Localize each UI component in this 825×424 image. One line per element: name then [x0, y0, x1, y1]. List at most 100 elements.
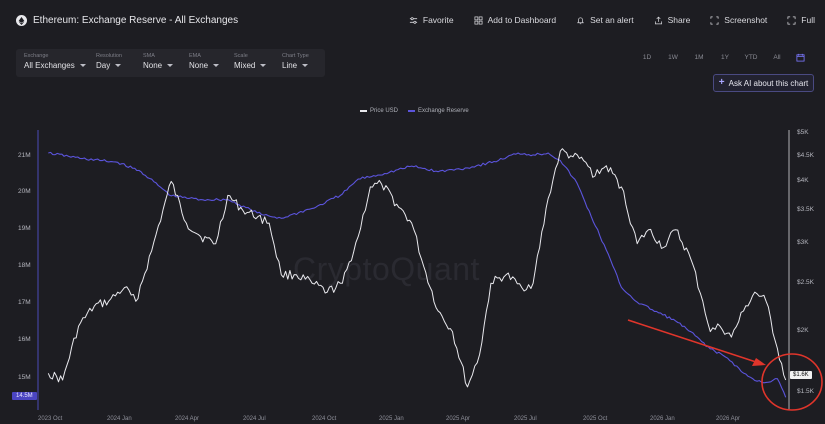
- dashboard-icon: [474, 16, 483, 24]
- fullscreen-icon: [787, 16, 796, 24]
- x-axis-tick: 2026 Jan: [650, 416, 675, 422]
- share-button[interactable]: Share: [654, 15, 691, 25]
- price-usd-line: [47, 148, 787, 388]
- x-axis-tick: 2025 Oct: [583, 416, 608, 422]
- right-axis-tick: $3K: [797, 239, 809, 246]
- x-axis-tick: 2024 Jul: [243, 416, 266, 422]
- header-actions: Favorite Add to Dashboard Set an alert S…: [409, 15, 815, 25]
- range-selector: 1D 1W 1M 1Y YTD All: [634, 47, 816, 67]
- screenshot-label: Screenshot: [724, 15, 768, 25]
- share-icon: [654, 16, 662, 24]
- range-1w[interactable]: 1W: [668, 53, 678, 61]
- left-axis-tick: 16M: [18, 336, 31, 343]
- title-group: Ethereum: Exchange Reserve - All Exchang…: [16, 15, 238, 26]
- ask-ai-label: Ask AI about this chart: [728, 78, 809, 88]
- legend-label-price: Price USD: [370, 108, 399, 114]
- ethereum-icon: [16, 15, 27, 26]
- left-axis-value-badge: 14.5M: [12, 392, 37, 400]
- annotation-circle: [761, 353, 823, 411]
- right-axis-tick: $3.5K: [797, 206, 814, 213]
- bell-icon: [577, 16, 584, 24]
- legend-swatch-reserve: [408, 110, 416, 112]
- set-alert-label: Set an alert: [590, 15, 634, 25]
- legend-swatch-price: [360, 110, 367, 112]
- legend-item-price[interactable]: Price USD: [360, 108, 398, 114]
- chart-type-label: Chart Type: [282, 53, 309, 59]
- calendar-icon: [795, 53, 805, 62]
- sma-label: SMA: [143, 53, 155, 59]
- right-axis-value-badge: $1.6K: [790, 371, 812, 379]
- scale-select[interactable]: Scale Mixed: [234, 53, 267, 70]
- add-to-dashboard-button[interactable]: Add to Dashboard: [474, 15, 557, 25]
- add-to-dashboard-label: Add to Dashboard: [487, 15, 557, 25]
- share-label: Share: [667, 15, 691, 25]
- page-title: Ethereum: Exchange Reserve - All Exchang…: [33, 15, 239, 26]
- set-alert-button[interactable]: Set an alert: [576, 15, 634, 25]
- sma-value: None: [143, 61, 163, 70]
- screenshot-icon: [710, 16, 719, 24]
- right-axis-tick: $5K: [797, 129, 809, 136]
- chart-legend: Price USD Exchange Reserve: [360, 108, 469, 114]
- annotation-arrow: [627, 319, 766, 366]
- exchange-value: All Exchanges: [24, 61, 75, 70]
- range-1y[interactable]: 1Y: [721, 53, 729, 61]
- x-axis-tick: 2025 Jan: [379, 416, 404, 422]
- range-ytd[interactable]: YTD: [744, 53, 758, 61]
- scale-value: Mixed: [234, 61, 256, 70]
- scale-label: Scale: [234, 53, 248, 59]
- sliders-icon: [409, 16, 417, 24]
- x-axis-tick: 2025 Jul: [514, 416, 537, 422]
- favorite-button[interactable]: Favorite: [409, 15, 454, 25]
- resolution-label: Resolution: [96, 53, 122, 59]
- exchange-reserve-line: [48, 151, 787, 398]
- range-1d[interactable]: 1D: [642, 53, 652, 61]
- chart-type-value: Line: [282, 61, 298, 70]
- right-axis-tick: $2.5K: [797, 279, 814, 286]
- series-layer: [47, 148, 787, 398]
- chevron-down-icon: [260, 64, 267, 67]
- resolution-select[interactable]: Resolution Day: [96, 53, 122, 70]
- left-axis-tick: 17M: [18, 299, 31, 306]
- legend-label-reserve: Exchange Reserve: [418, 108, 469, 114]
- top-bar: Ethereum: Exchange Reserve - All Exchang…: [0, 0, 825, 42]
- full-label: Full: [801, 15, 815, 25]
- x-axis-tick: 2024 Oct: [312, 416, 337, 422]
- x-axis-tick: 2023 Oct: [38, 416, 63, 422]
- resolution-value: Day: [96, 61, 111, 70]
- left-axis-tick: 19M: [18, 225, 31, 232]
- chevron-down-icon: [167, 64, 174, 67]
- left-axis-tick: 20M: [18, 188, 31, 195]
- screenshot-button[interactable]: Screenshot: [710, 15, 767, 25]
- legend-item-reserve[interactable]: Exchange Reserve: [408, 108, 469, 114]
- left-axis-tick: 18M: [18, 262, 31, 269]
- calendar-button[interactable]: [790, 53, 810, 62]
- sma-select[interactable]: SMA None: [143, 53, 174, 70]
- right-axis-tick: $1.5K: [797, 388, 814, 395]
- range-all[interactable]: All: [773, 53, 781, 61]
- right-axis-tick: $2K: [797, 327, 809, 334]
- chart-type-select[interactable]: Chart Type Line: [282, 53, 309, 70]
- exchange-label: Exchange: [24, 53, 49, 59]
- chevron-down-icon: [115, 64, 122, 67]
- ask-ai-button[interactable]: + Ask AI about this chart: [713, 74, 814, 92]
- chart-controls: Exchange All Exchanges Resolution Day SM…: [16, 49, 325, 77]
- x-axis-tick: 2026 Apr: [716, 416, 741, 422]
- ema-select[interactable]: EMA None: [189, 53, 220, 70]
- x-axis-tick: 2024 Jan: [107, 416, 132, 422]
- right-axis-tick: $4K: [797, 177, 809, 184]
- range-1m[interactable]: 1M: [694, 53, 704, 61]
- chevron-down-icon: [79, 64, 86, 67]
- x-axis-tick: 2024 Apr: [175, 416, 200, 422]
- ema-label: EMA: [189, 53, 201, 59]
- left-axis-tick: 15M: [18, 374, 31, 381]
- right-axis-tick: $4.5K: [797, 152, 814, 159]
- left-axis-tick: 21M: [18, 152, 31, 159]
- chevron-down-icon: [213, 64, 220, 67]
- full-button[interactable]: Full: [787, 15, 815, 25]
- x-axis-tick: 2025 Apr: [446, 416, 471, 422]
- favorite-label: Favorite: [422, 15, 454, 25]
- exchange-select[interactable]: Exchange All Exchanges: [24, 53, 86, 70]
- ema-value: None: [189, 61, 209, 70]
- chevron-down-icon: [302, 64, 309, 67]
